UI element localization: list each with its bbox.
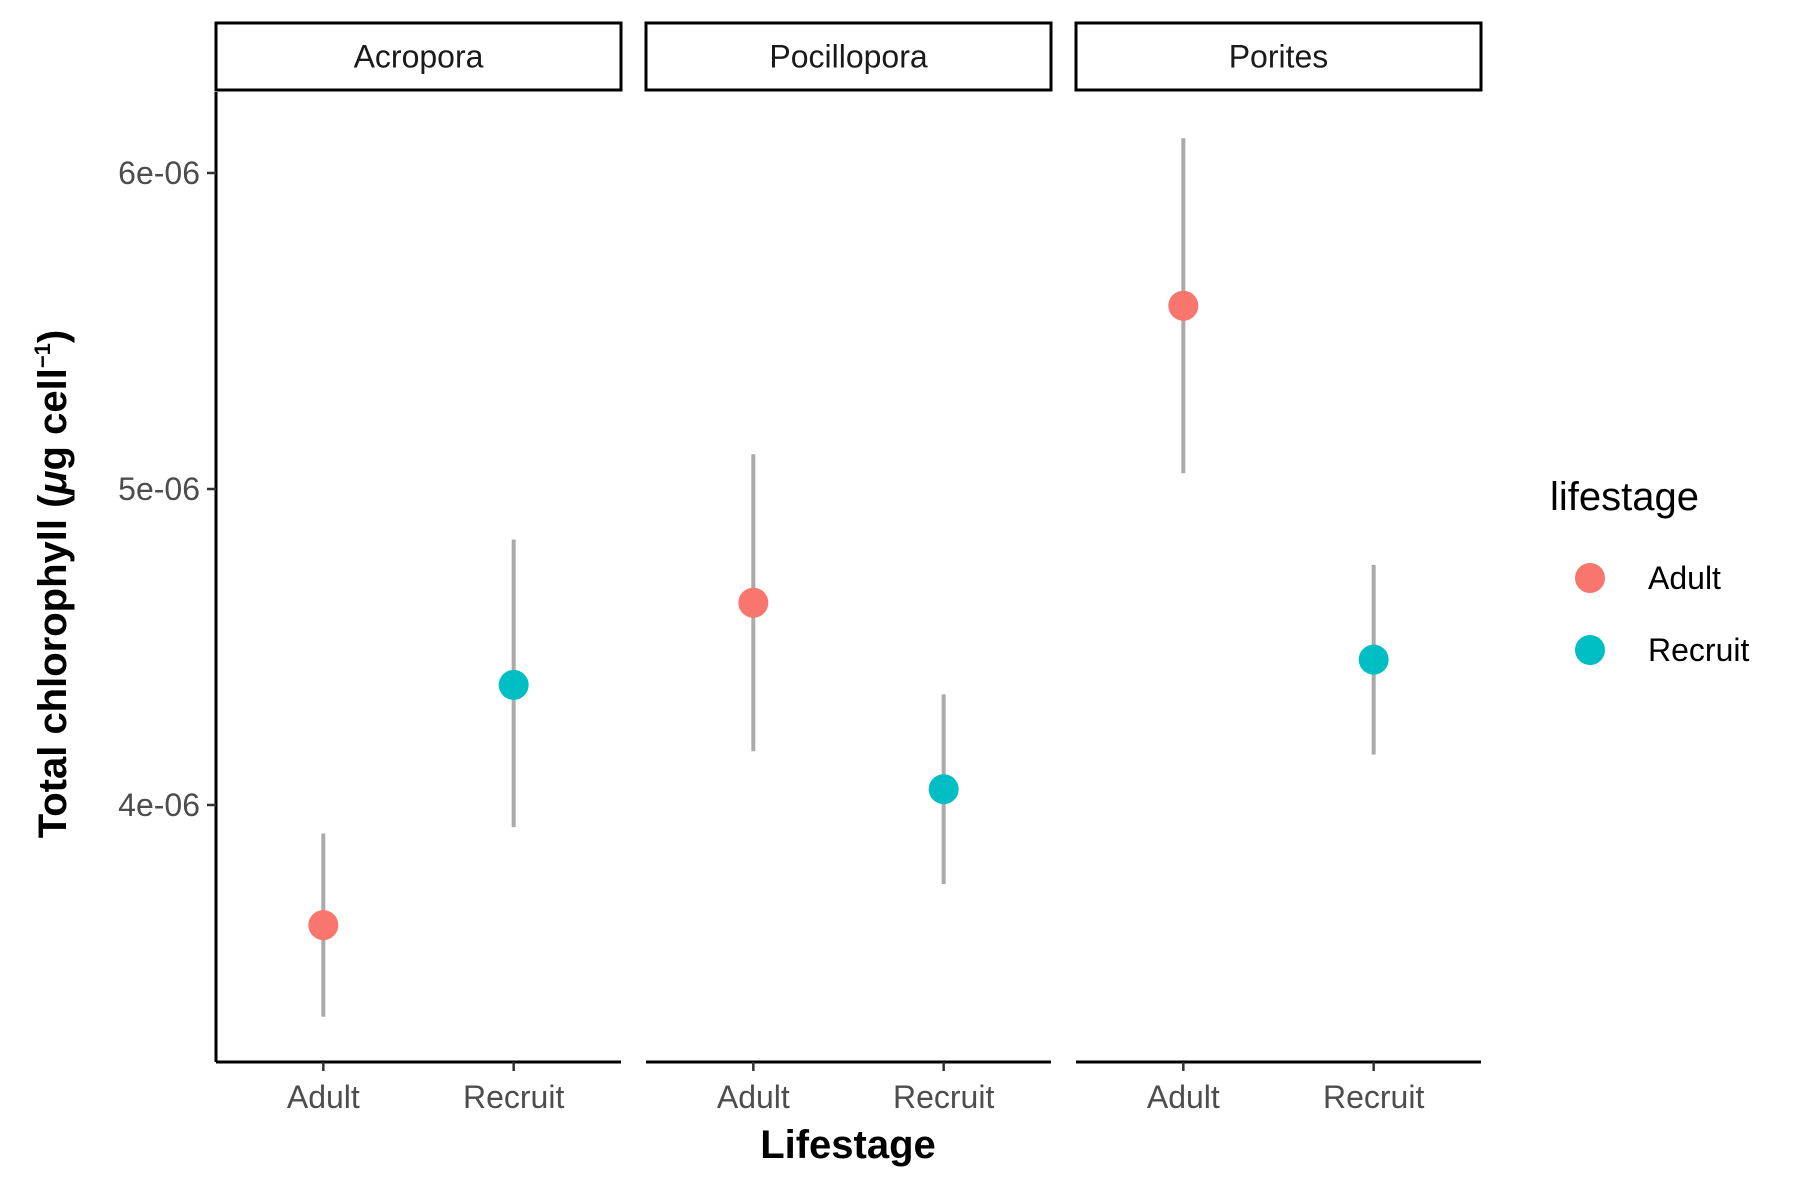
point-pocillopora-recruit xyxy=(928,774,959,805)
facet-strips: Acropora Pocillopora Porites xyxy=(214,21,1483,92)
y-axis-title-unit: g cell xyxy=(31,368,75,470)
x-tick-label-porites-recruit: Recruit xyxy=(1323,1079,1424,1115)
legend: lifestage Adult Recruit xyxy=(1550,475,1749,668)
x-tick-label-porites-adult: Adult xyxy=(1147,1079,1220,1115)
x-tick-label-pocillopora-recruit: Recruit xyxy=(893,1079,994,1115)
y-axis: 4e-06 5e-06 6e-06 xyxy=(118,92,218,1062)
x-tick-label-acropora-recruit: Recruit xyxy=(463,1079,564,1115)
x-tick-label-pocillopora-adult: Adult xyxy=(717,1079,790,1115)
facet-label-pocillopora: Pocillopora xyxy=(769,39,928,75)
point-porites-adult xyxy=(1168,290,1199,321)
point-acropora-recruit xyxy=(498,669,529,700)
y-axis-title-superscript: −1 xyxy=(30,343,55,368)
y-tick-label: 6e-06 xyxy=(118,155,200,191)
legend-key-adult xyxy=(1575,563,1605,593)
y-axis-title: Total chlorophyll (μg cell−1) xyxy=(30,330,75,839)
facet-strip-porites xyxy=(1074,21,1483,92)
facet-label-porites: Porites xyxy=(1229,39,1329,75)
y-tick-label: 4e-06 xyxy=(118,787,200,823)
y-axis-title-suffix: ) xyxy=(31,330,75,343)
legend-items: Adult Recruit xyxy=(1575,560,1749,668)
legend-key-recruit xyxy=(1575,635,1605,665)
point-acropora-adult xyxy=(308,910,339,941)
legend-label-adult: Adult xyxy=(1648,560,1721,596)
y-axis-title-mu: μ xyxy=(31,470,75,495)
error-bars xyxy=(321,138,1376,1017)
legend-title: lifestage xyxy=(1550,475,1699,519)
x-tick-label-acropora-adult: Adult xyxy=(287,1079,360,1115)
y-axis-title-prefix: Total chlorophyll ( xyxy=(31,494,75,838)
point-pocillopora-adult xyxy=(738,587,769,618)
x-axis-title: Lifestage xyxy=(760,1123,936,1167)
point-porites-recruit xyxy=(1358,644,1389,675)
facet-label-acropora: Acropora xyxy=(354,39,484,75)
facet-panels: Adult Recruit Adult Recruit Adult Recruit xyxy=(216,1060,1481,1115)
legend-label-recruit: Recruit xyxy=(1648,632,1749,668)
facet-strip-pocillopora xyxy=(644,21,1053,92)
y-tick-label: 5e-06 xyxy=(118,471,200,507)
data-points xyxy=(308,290,1389,941)
facet-strip-acropora xyxy=(214,21,623,92)
